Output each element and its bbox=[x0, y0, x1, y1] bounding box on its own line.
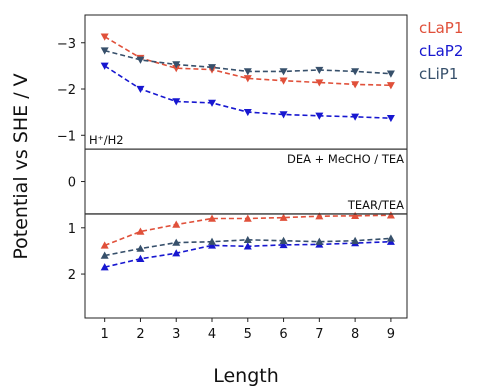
clip1-oxidation-point bbox=[100, 251, 109, 259]
clap2-oxidation-point bbox=[279, 240, 288, 249]
clap1-reduction-point bbox=[243, 75, 252, 83]
y-axis-title: Potential vs SHE / V bbox=[10, 73, 32, 259]
clap2-oxidation-point bbox=[100, 263, 109, 271]
y-tick-label: 1 bbox=[68, 222, 76, 237]
clap2-reduction-point bbox=[100, 62, 109, 70]
x-tick-label: 2 bbox=[136, 327, 144, 342]
clap1-reduction-point bbox=[351, 81, 360, 89]
x-tick-label: 6 bbox=[279, 327, 287, 342]
y-axis: −3 −2 −1 0 1 2 bbox=[57, 37, 85, 283]
x-tick-label: 5 bbox=[244, 327, 252, 342]
x-tick-label: 1 bbox=[101, 327, 109, 342]
x-tick-label: 7 bbox=[315, 327, 323, 342]
clap1-oxidation-point bbox=[208, 214, 217, 222]
clap1-oxidation-point bbox=[279, 213, 288, 221]
series-layer bbox=[100, 33, 395, 271]
clap2-reduction-point bbox=[351, 113, 360, 121]
clip1-oxidation-point bbox=[315, 237, 324, 245]
clap2-oxidation-point bbox=[208, 241, 217, 249]
clip1-oxidation-point bbox=[279, 236, 288, 244]
clap2-reduction-point bbox=[279, 111, 288, 119]
tear-tea-label: TEAR/TEA bbox=[347, 198, 404, 212]
y-tick-label: 0 bbox=[68, 176, 76, 191]
clip1-reduction-point bbox=[315, 66, 324, 75]
clap1-reduction-point bbox=[172, 64, 181, 73]
clip1-reduction-point bbox=[351, 68, 360, 76]
x-tick-label: 3 bbox=[172, 327, 180, 342]
legend-clip1: cLiP1 bbox=[419, 65, 458, 83]
clap1-oxidation-point bbox=[136, 227, 145, 235]
clap1-oxidation-point bbox=[386, 211, 395, 219]
clap2-reduction-point bbox=[208, 99, 217, 107]
clap1-reduction-point bbox=[100, 33, 109, 41]
clap1-reduction-point bbox=[315, 79, 324, 87]
clip1-reduction-point bbox=[100, 47, 109, 55]
plot-frame bbox=[84, 14, 408, 319]
clap1-oxidation-point bbox=[315, 212, 324, 220]
clap2-reduction-point bbox=[243, 108, 252, 117]
clap2-reduction-point bbox=[172, 98, 181, 106]
clip1-oxidation-point bbox=[351, 236, 360, 244]
clap1-oxidation-point bbox=[351, 211, 360, 219]
clip1-reduction-point bbox=[386, 70, 395, 78]
legend-clap1: cLaP1 bbox=[419, 19, 463, 37]
x-tick-label: 4 bbox=[208, 327, 216, 342]
clip1-oxidation-point bbox=[172, 238, 181, 246]
clip1-reduction-point bbox=[279, 68, 288, 76]
clip1-oxidation-point bbox=[208, 237, 217, 245]
legend-clap2: cLaP2 bbox=[419, 42, 463, 60]
dea-mecho-tea-label: DEA + MeCHO / TEA bbox=[287, 152, 404, 166]
y-tick-label: −3 bbox=[57, 37, 76, 52]
clap1-oxidation-point bbox=[100, 241, 109, 249]
clip1-reduction-point bbox=[136, 56, 145, 64]
clap2-reduction-point bbox=[315, 112, 324, 120]
clap1-reduction-point bbox=[386, 82, 395, 90]
clip1-reduction-point bbox=[208, 64, 217, 72]
h-plus-h2-label: H⁺/H2 bbox=[89, 133, 124, 147]
clap2-reduction-point bbox=[136, 85, 145, 94]
clap2-reduction-point bbox=[386, 114, 395, 123]
y-tick-label: −1 bbox=[57, 129, 76, 144]
x-axis: 1 2 3 4 5 6 7 8 9 bbox=[101, 318, 395, 342]
clip1-oxidation-point bbox=[136, 244, 145, 252]
legend: cLaP1 cLaP2 cLiP1 bbox=[419, 19, 463, 83]
clap2-oxidation-point bbox=[136, 254, 145, 262]
clap2-oxidation-point bbox=[243, 242, 252, 250]
clap2-oxidation-point bbox=[172, 249, 181, 257]
reference-lines: H⁺/H2 TEAR/TEA DEA + MeCHO / TEA bbox=[85, 133, 407, 215]
y-tick-label: 2 bbox=[68, 268, 76, 283]
clap1-oxidation-point bbox=[172, 220, 181, 228]
y-tick-label: −2 bbox=[57, 83, 76, 98]
clap1-reduction-point bbox=[279, 77, 288, 85]
clip1-reduction-point bbox=[243, 68, 252, 76]
x-tick-label: 9 bbox=[387, 327, 395, 342]
x-axis-title: Length bbox=[213, 365, 279, 387]
x-tick-label: 8 bbox=[351, 327, 359, 342]
clip1-oxidation-point bbox=[243, 235, 252, 244]
clip1-oxidation-point bbox=[386, 234, 395, 242]
clap1-oxidation-point bbox=[243, 214, 252, 222]
clip1-reduction-point bbox=[172, 61, 181, 69]
